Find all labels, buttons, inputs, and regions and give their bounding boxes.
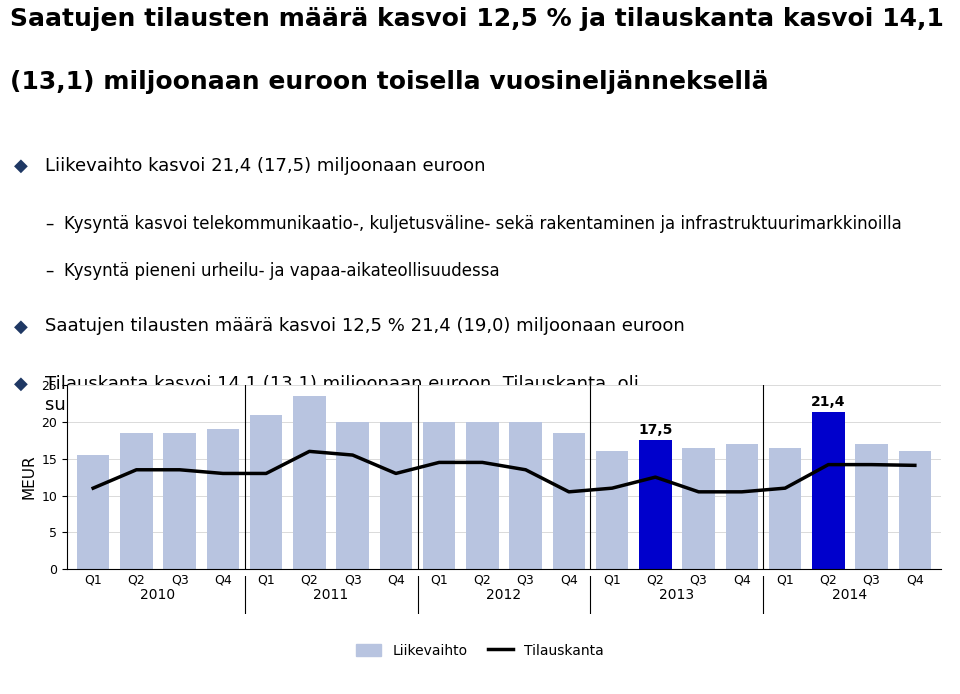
Bar [683,448,715,569]
Text: 2012: 2012 [487,588,521,602]
Bar [293,396,325,569]
Text: Saatujen tilausten määrä kasvoi 12,5 % ja tilauskanta kasvoi 14,1: Saatujen tilausten määrä kasvoi 12,5 % j… [10,7,944,31]
Text: 17,5: 17,5 [638,423,673,437]
Bar [899,451,931,569]
Text: ◆: ◆ [14,375,28,393]
Bar [336,422,369,569]
Text: (13,1) miljoonaan euroon toisella vuosineljänneksellä: (13,1) miljoonaan euroon toisella vuosin… [10,70,768,94]
Bar [553,433,585,569]
Bar [769,448,802,569]
Text: ◆: ◆ [14,317,28,335]
Text: ◆: ◆ [14,158,28,176]
Bar [726,444,758,569]
Text: Liikevaihto kasvoi 21,4 (17,5) miljoonaan euroon: Liikevaihto kasvoi 21,4 (17,5) miljoonaa… [45,158,486,176]
Bar [250,414,282,569]
Bar [812,412,845,569]
Text: Kysyntä pieneni urheilu- ja vapaa-aikateollisuudessa: Kysyntä pieneni urheilu- ja vapaa-aikate… [64,262,500,280]
Text: –: – [45,214,54,232]
Bar [379,422,412,569]
Bar [467,422,498,569]
Bar [596,451,629,569]
Bar [855,444,888,569]
Text: 2010: 2010 [140,588,176,602]
Text: 21,4: 21,4 [811,395,846,409]
Text: Kysyntä kasvoi telekommunikaatio-, kuljetusväline- sekä rakentaminen ja infrastr: Kysyntä kasvoi telekommunikaatio-, kulje… [64,214,901,232]
Bar [510,422,541,569]
Text: 2011: 2011 [313,588,348,602]
Bar [120,433,153,569]
Bar [423,422,455,569]
Bar [163,433,196,569]
Bar [206,430,239,569]
Y-axis label: MEUR: MEUR [21,455,36,500]
Text: –: – [45,262,54,280]
Text: 2013: 2013 [660,588,694,602]
Legend: Liikevaihto, Tilauskanta: Liikevaihto, Tilauskanta [350,638,610,663]
Text: Saatujen tilausten määrä kasvoi 12,5 % 21,4 (19,0) miljoonaan euroon: Saatujen tilausten määrä kasvoi 12,5 % 2… [45,317,685,335]
Text: Tilauskanta kasvoi 14,1 (13,1) miljoonaan euroon. Tilauskanta  oli
suunnilleen v: Tilauskanta kasvoi 14,1 (13,1) miljoonaa… [45,375,639,414]
Bar [77,455,109,569]
Text: 2014: 2014 [832,588,868,602]
Bar [639,441,672,569]
